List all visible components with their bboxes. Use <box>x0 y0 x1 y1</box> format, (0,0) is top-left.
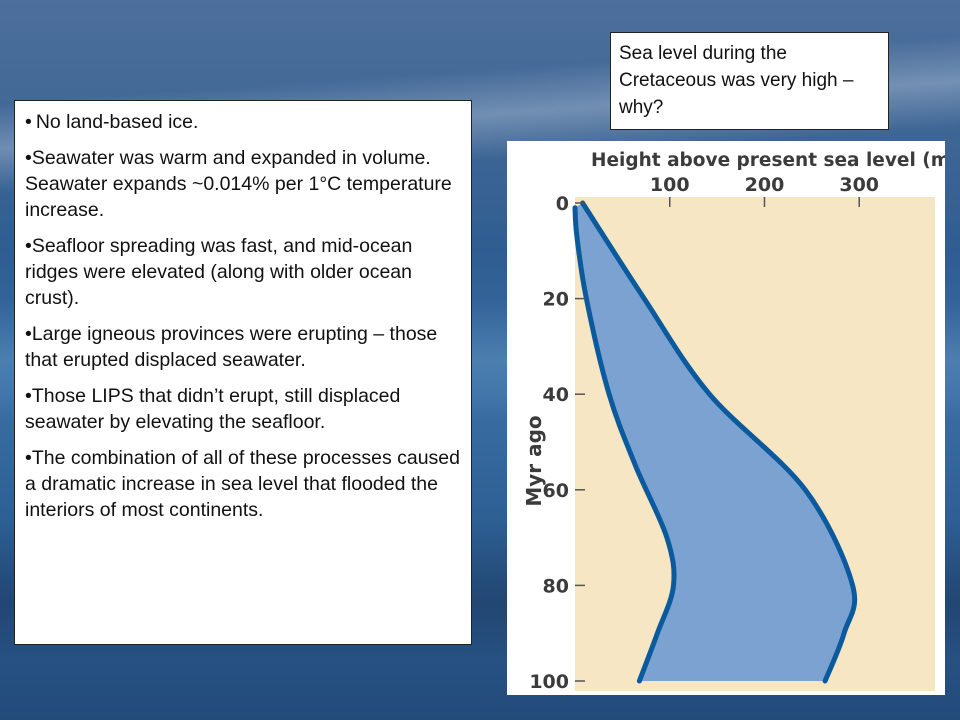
bullet-item: •Those LIPS that didn’t erupt, still dis… <box>25 383 463 435</box>
explanation-text-box: • No land-based ice. •Seawater was warm a… <box>14 100 472 645</box>
y-tick-label: 60 <box>543 480 569 502</box>
y-tick-label: 20 <box>543 289 569 311</box>
bullet-text: Seafloor spreading was fast, and mid-oce… <box>25 235 413 309</box>
x-tick-label: 100 <box>650 174 690 196</box>
bullet-text: Seawater was warm and expanded in volume… <box>25 147 452 221</box>
sea-level-chart-svg: Height above present sea level (m) 100 20… <box>507 141 945 695</box>
bullet-item: •The combination of all of these process… <box>25 445 463 523</box>
bullet-item: • No land-based ice. <box>25 109 463 135</box>
chart-title: Height above present sea level (m) <box>591 150 945 171</box>
x-tick-label: 200 <box>745 174 785 196</box>
chart-marks: 100 200 300 0 20 40 60 80 100 <box>529 174 879 693</box>
y-tick-label: 0 <box>556 193 569 215</box>
bullet-mark: • <box>25 147 32 169</box>
bullet-text: No land-based ice. <box>35 111 199 133</box>
bullet-mark: • <box>25 385 32 407</box>
x-tick-label: 300 <box>839 174 879 196</box>
bullet-item: •Seawater was warm and expanded in volum… <box>25 145 463 223</box>
bullet-mark: • <box>25 111 32 133</box>
sea-level-range-area <box>575 203 855 681</box>
bullet-mark: • <box>25 323 32 345</box>
y-axis-label: Myr ago <box>522 415 546 506</box>
bullet-text: The combination of all of these processe… <box>25 447 460 521</box>
series-line-lower-bound <box>572 205 677 684</box>
bullet-item: •Seafloor spreading was fast, and mid-oc… <box>25 233 463 311</box>
bullet-text: Those LIPS that didn’t erupt, still disp… <box>25 385 401 433</box>
question-caption: Sea level during the Cretaceous was very… <box>610 32 889 130</box>
bullet-mark: • <box>25 235 32 257</box>
bullet-item: •Large igneous provinces were erupting –… <box>25 321 463 373</box>
bullet-text: Large igneous provinces were erupting – … <box>25 323 438 371</box>
y-tick-label: 100 <box>529 671 569 693</box>
sea-level-chart: Height above present sea level (m) 100 20… <box>507 141 945 695</box>
y-tick-label: 80 <box>543 575 569 597</box>
series-line-upper-bound <box>580 200 858 684</box>
bullet-mark: • <box>25 447 32 469</box>
y-tick-label: 40 <box>543 384 569 406</box>
